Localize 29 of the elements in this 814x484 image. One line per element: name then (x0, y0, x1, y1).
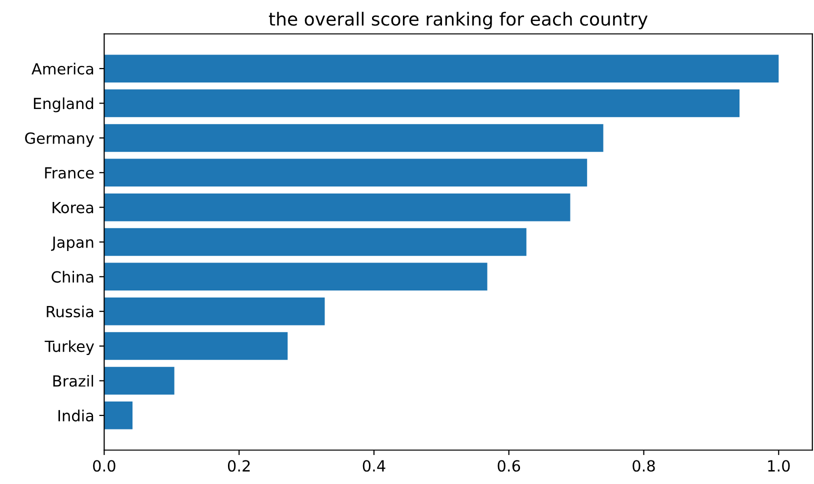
x-tick-label: 0.6 (498, 460, 520, 472)
bar (104, 332, 288, 360)
x-tick-label: 1.0 (768, 460, 790, 472)
bar (104, 193, 570, 222)
x-tick-label: 0.4 (362, 460, 386, 472)
y-tick-label: Japan (51, 236, 94, 251)
y-tick-label: England (34, 97, 94, 112)
chart-title: the overall score ranking for each country (268, 12, 648, 30)
bar (104, 262, 488, 291)
y-tick-label: Germany (25, 132, 94, 147)
bar (104, 158, 588, 186)
bar (104, 298, 325, 326)
x-tick-label: 0.2 (228, 460, 250, 472)
bar (104, 124, 604, 152)
bar (104, 228, 526, 256)
x-tick-label: 0.8 (632, 460, 655, 472)
bar (104, 402, 133, 430)
y-tick-label: China (52, 270, 94, 283)
y-tick-label: India (58, 410, 94, 422)
x-tick-label: 0.0 (93, 460, 116, 472)
y-tick-label: Brazil (53, 374, 94, 387)
bar (104, 89, 740, 118)
bar (104, 54, 779, 82)
y-tick-label: Korea (52, 202, 94, 214)
y-tick-label: France (45, 167, 94, 179)
y-tick-label: Turkey (44, 340, 94, 356)
bar (104, 366, 174, 395)
y-tick-label: Russia (46, 306, 94, 318)
y-tick-label: America (32, 62, 94, 75)
